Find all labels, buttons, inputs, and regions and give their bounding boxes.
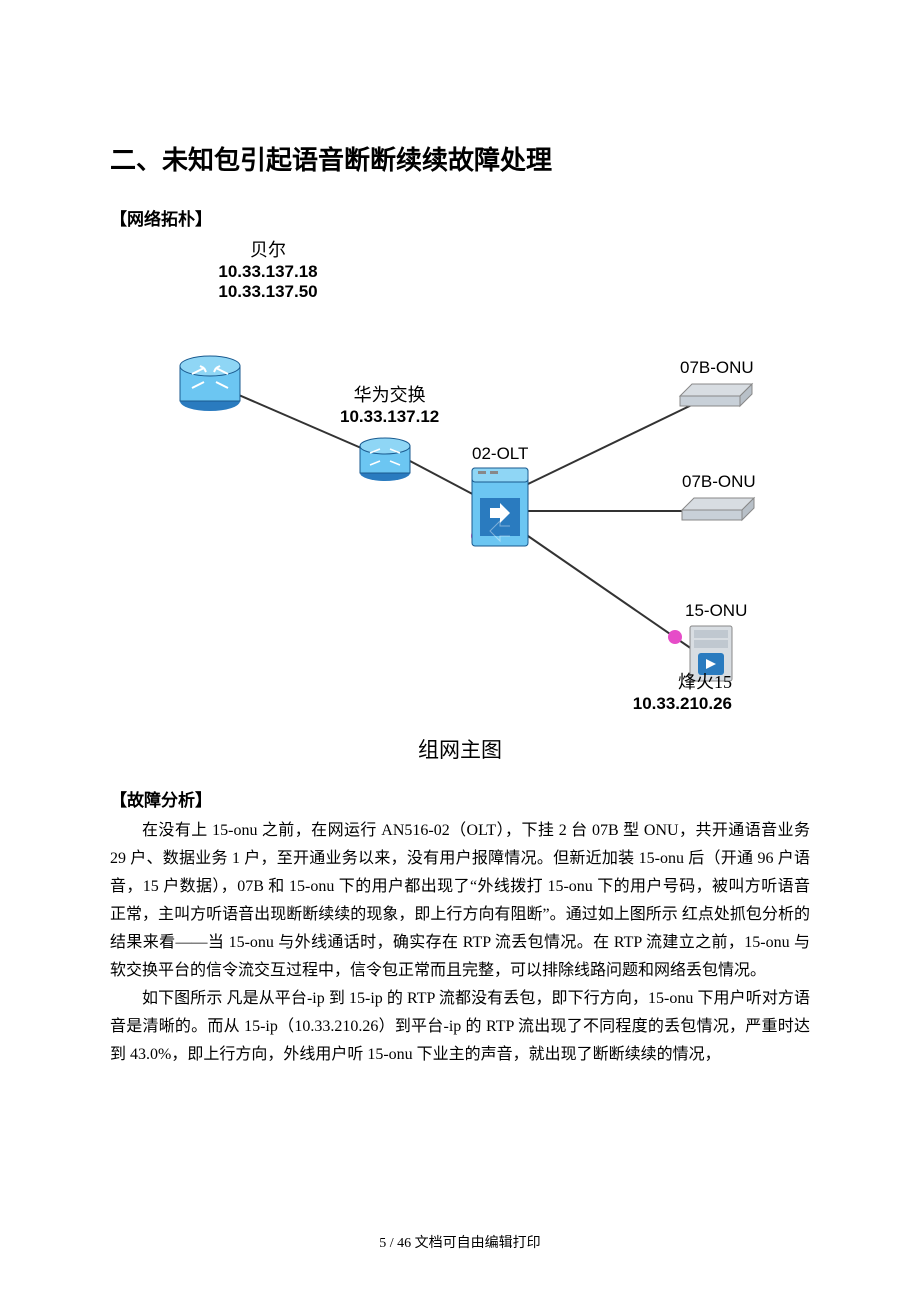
fenghuo-name: 烽火15: [602, 668, 732, 694]
onu-mid-label: 07B-ONU: [682, 472, 756, 492]
topology-section-label: 【网络拓朴】: [110, 205, 810, 230]
huawei-name: 华为交换: [354, 385, 426, 405]
diagram-caption: 组网主图: [110, 734, 810, 764]
fenghuo-label: 烽火15 10.33.210.26: [602, 668, 732, 714]
analysis-body: 在没有上 15-onu 之前，在网运行 AN516-02（OLT），下挂 2 台…: [110, 817, 810, 1069]
onu-top-label: 07B-ONU: [680, 358, 754, 378]
onu-bottom-label: 15-ONU: [685, 601, 747, 621]
page-footer: 5 / 46 文档可自由编辑打印: [0, 1232, 920, 1252]
huawei-ip: 10.33.137.12: [340, 407, 439, 426]
analysis-p2: 如下图所示 凡是从平台-ip 到 15-ip 的 RTP 流都没有丢包，即下行方…: [110, 985, 810, 1069]
olt-label: 02-OLT: [472, 444, 528, 464]
bell-name: 贝尔: [208, 236, 328, 262]
bell-ip2: 10.33.137.50: [208, 282, 328, 302]
page-title: 二、未知包引起语音断断续续故障处理: [110, 140, 810, 177]
huawei-label: 华为交换 10.33.137.12: [340, 381, 439, 427]
analysis-p1: 在没有上 15-onu 之前，在网运行 AN516-02（OLT），下挂 2 台…: [110, 817, 810, 985]
network-topology-diagram: 贝尔 10.33.137.18 10.33.137.50 华为交换 10.33.…: [110, 236, 810, 716]
analysis-section-label: 【故障分析】: [110, 786, 810, 811]
bell-ip1: 10.33.137.18: [208, 262, 328, 282]
bell-label: 贝尔 10.33.137.18 10.33.137.50: [208, 236, 328, 302]
fenghuo-ip: 10.33.210.26: [602, 694, 732, 714]
